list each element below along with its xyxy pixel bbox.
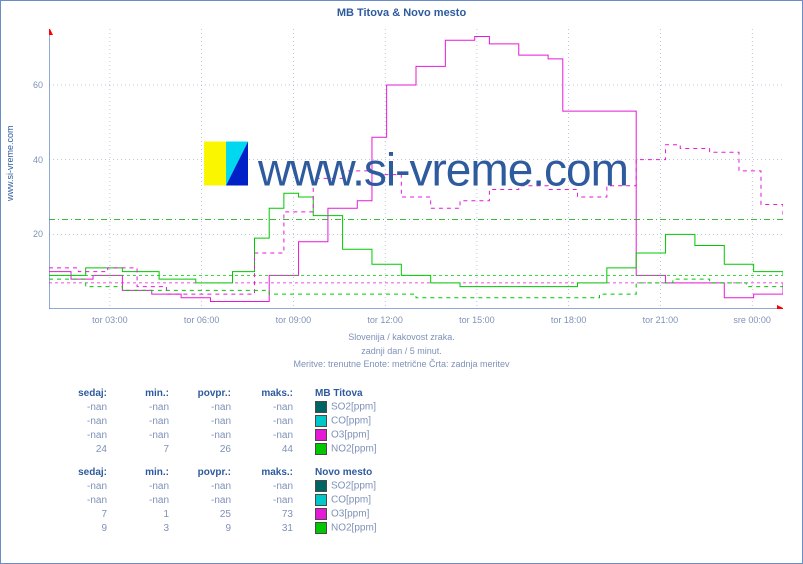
side-label: www.si-vreme.com bbox=[5, 125, 15, 201]
series-label: NO2[ppm] bbox=[311, 442, 399, 456]
color-swatch bbox=[315, 429, 327, 441]
table-cell: -nan bbox=[49, 493, 111, 507]
color-swatch bbox=[315, 401, 327, 413]
table-cell: 7 bbox=[111, 442, 173, 456]
table-title: Novo mesto bbox=[311, 466, 399, 479]
table-cell: -nan bbox=[49, 400, 111, 414]
table-cell: 24 bbox=[49, 442, 111, 456]
x-tick-label: tor 12:00 bbox=[367, 315, 403, 325]
subtext-line-1: Slovenija / kakovost zraka. bbox=[1, 331, 802, 345]
table-cell: -nan bbox=[49, 479, 111, 493]
table-row: 93931NO2[ppm] bbox=[49, 521, 399, 535]
table-cell: -nan bbox=[173, 479, 235, 493]
table-cell: -nan bbox=[111, 479, 173, 493]
chart-title: MB Titova & Novo mesto bbox=[1, 1, 802, 19]
table-header: maks.: bbox=[235, 387, 297, 400]
series-label: SO2[ppm] bbox=[311, 479, 399, 493]
chart-subtext: Slovenija / kakovost zraka. zadnji dan /… bbox=[1, 331, 802, 372]
table-cell: 1 bbox=[111, 507, 173, 521]
stats-table: sedaj:min.:povpr.:maks.:MB Titova-nan-na… bbox=[49, 387, 399, 456]
table-row: 712573 O3[ppm] bbox=[49, 507, 399, 521]
table-cell: -nan bbox=[235, 479, 297, 493]
table-row: -nan-nan-nan-nanSO2[ppm] bbox=[49, 400, 399, 414]
table-cell: 25 bbox=[173, 507, 235, 521]
series-label: NO2[ppm] bbox=[311, 521, 399, 535]
table-cell: -nan bbox=[235, 428, 297, 442]
x-tick-label: tor 09:00 bbox=[276, 315, 312, 325]
table-cell: 9 bbox=[173, 521, 235, 535]
table-row: -nan-nan-nan-nanCO[ppm] bbox=[49, 414, 399, 428]
color-swatch bbox=[315, 494, 327, 506]
table-cell: -nan bbox=[49, 414, 111, 428]
table-cell: 9 bbox=[49, 521, 111, 535]
table-cell: -nan bbox=[173, 414, 235, 428]
x-tick-label: tor 21:00 bbox=[643, 315, 679, 325]
table-row: -nan-nan-nan-nanSO2[ppm] bbox=[49, 479, 399, 493]
table-row: 2472644 NO2[ppm] bbox=[49, 442, 399, 456]
series-label: CO[ppm] bbox=[311, 493, 399, 507]
color-swatch bbox=[315, 508, 327, 520]
table-cell: 3 bbox=[111, 521, 173, 535]
data-tables: sedaj:min.:povpr.:maks.:MB Titova-nan-na… bbox=[49, 387, 399, 535]
table-cell: -nan bbox=[235, 493, 297, 507]
table-cell: -nan bbox=[49, 428, 111, 442]
series-label: CO[ppm] bbox=[311, 414, 399, 428]
table-cell: 73 bbox=[235, 507, 297, 521]
table-cell: 7 bbox=[49, 507, 111, 521]
y-tick-label: 60 bbox=[33, 80, 43, 90]
table-cell: -nan bbox=[235, 400, 297, 414]
y-tick-label: 20 bbox=[33, 229, 43, 239]
subtext-line-3: Meritve: trenutne Enote: metrične Črta: … bbox=[1, 358, 802, 372]
table-cell: 31 bbox=[235, 521, 297, 535]
table-cell: 44 bbox=[235, 442, 297, 456]
table-header: povpr.: bbox=[173, 466, 235, 479]
x-tick-label: tor 15:00 bbox=[459, 315, 495, 325]
y-tick-label: 40 bbox=[33, 155, 43, 165]
table-cell: -nan bbox=[111, 493, 173, 507]
table-row: -nan-nan-nan-nanO3[ppm] bbox=[49, 428, 399, 442]
subtext-line-2: zadnji dan / 5 minut. bbox=[1, 345, 802, 359]
table-cell: -nan bbox=[173, 493, 235, 507]
x-tick-label: tor 03:00 bbox=[92, 315, 128, 325]
color-swatch bbox=[315, 480, 327, 492]
table-cell: -nan bbox=[111, 400, 173, 414]
series-label: O3[ppm] bbox=[311, 428, 399, 442]
x-tick-label: tor 18:00 bbox=[551, 315, 587, 325]
table-cell: -nan bbox=[173, 428, 235, 442]
series-label: O3[ppm] bbox=[311, 507, 399, 521]
table-title: MB Titova bbox=[311, 387, 399, 400]
table-header: min.: bbox=[111, 466, 173, 479]
table-row: -nan-nan-nan-nanCO[ppm] bbox=[49, 493, 399, 507]
table-header: sedaj: bbox=[49, 466, 111, 479]
table-header: povpr.: bbox=[173, 387, 235, 400]
series-label: SO2[ppm] bbox=[311, 400, 399, 414]
table-cell: 26 bbox=[173, 442, 235, 456]
table-cell: -nan bbox=[235, 414, 297, 428]
stats-table: sedaj:min.:povpr.:maks.:Novo mesto-nan-n… bbox=[49, 466, 399, 535]
table-cell: -nan bbox=[111, 428, 173, 442]
x-tick-label: tor 06:00 bbox=[184, 315, 220, 325]
x-tick-label: sre 00:00 bbox=[733, 315, 771, 325]
chart-area: www.si-vreme.com 204060 tor 03:00tor 06:… bbox=[49, 29, 783, 309]
table-header: sedaj: bbox=[49, 387, 111, 400]
table-header: maks.: bbox=[235, 466, 297, 479]
table-cell: -nan bbox=[173, 400, 235, 414]
color-swatch bbox=[315, 522, 327, 534]
chart-svg bbox=[49, 29, 783, 309]
table-cell: -nan bbox=[111, 414, 173, 428]
table-header: min.: bbox=[111, 387, 173, 400]
color-swatch bbox=[315, 415, 327, 427]
chart-container: MB Titova & Novo mesto www.si-vreme.com … bbox=[0, 0, 803, 564]
color-swatch bbox=[315, 443, 327, 455]
